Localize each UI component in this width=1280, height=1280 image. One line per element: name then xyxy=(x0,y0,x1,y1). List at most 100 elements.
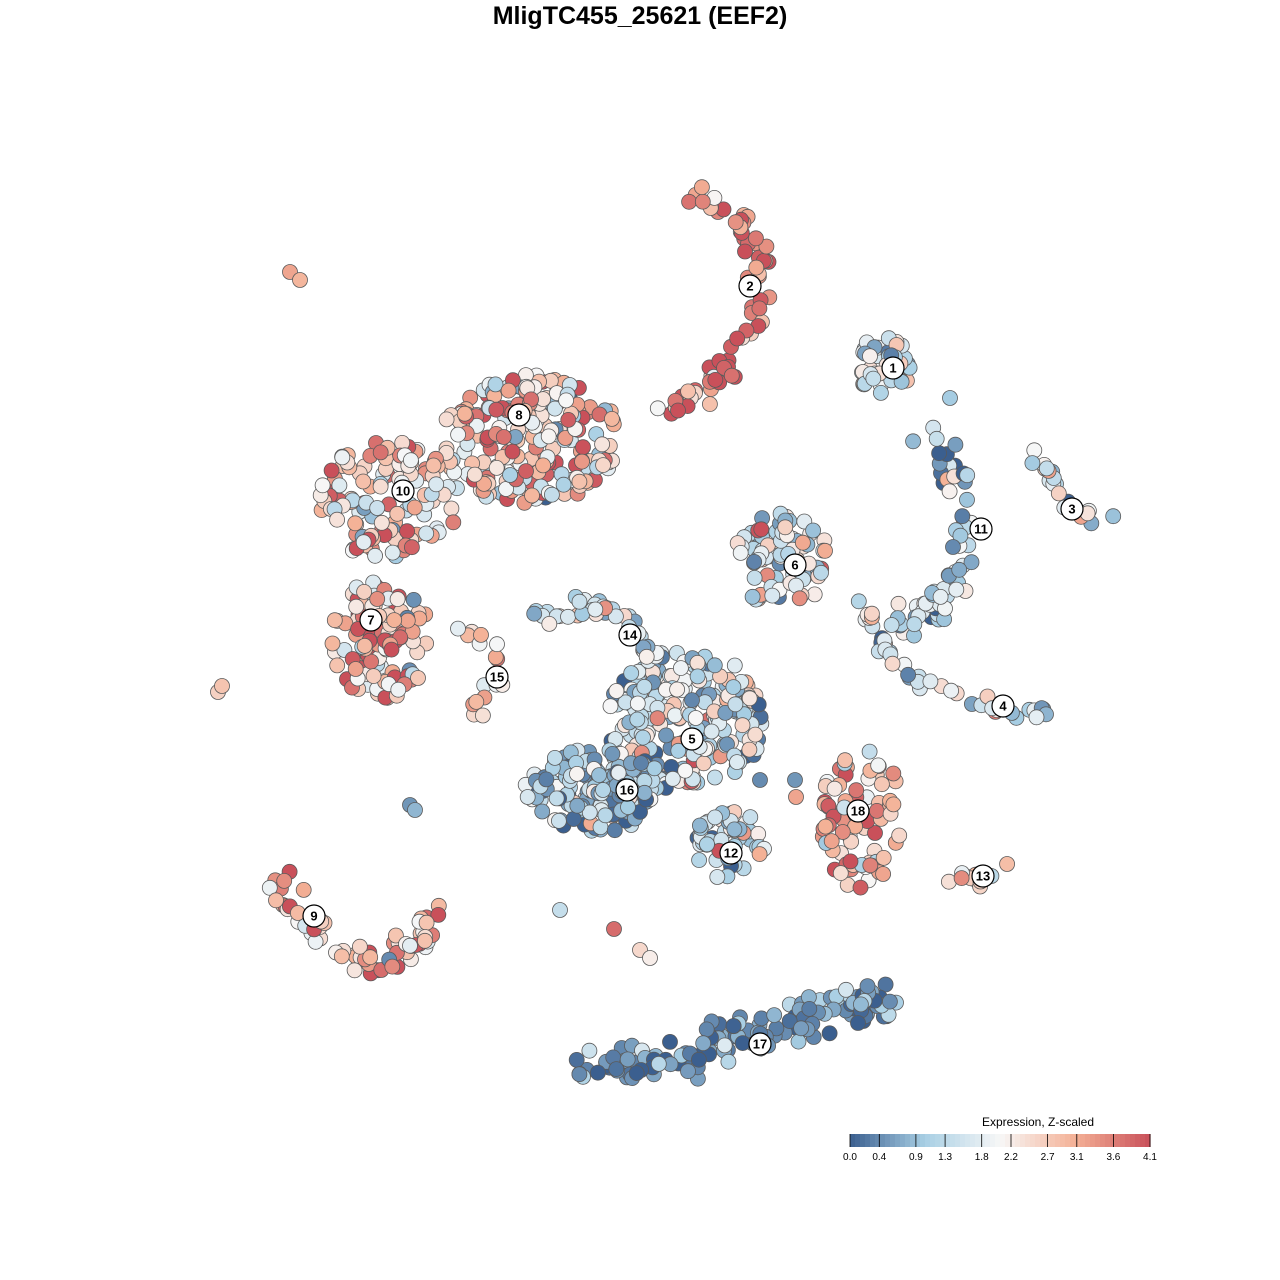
cell-point xyxy=(694,193,711,210)
cell-point xyxy=(720,1053,737,1070)
cell-point xyxy=(662,1034,678,1050)
cell-point xyxy=(862,857,879,874)
cell-point xyxy=(402,452,419,469)
cell-point xyxy=(744,588,761,605)
cell-point xyxy=(864,605,880,622)
cell-point xyxy=(706,657,723,674)
legend-tick-label: 0.0 xyxy=(843,1152,857,1163)
cell-point xyxy=(610,765,627,781)
legend-color-step xyxy=(1060,1134,1066,1147)
cell-point xyxy=(1050,485,1067,502)
cluster-label-1: 1 xyxy=(881,356,905,380)
cell-point xyxy=(702,396,718,413)
cell-point xyxy=(875,866,891,882)
legend-color-step xyxy=(890,1134,896,1147)
legend-color-step xyxy=(880,1134,886,1147)
legend-tick-label: 1.3 xyxy=(938,1152,952,1163)
cell-point xyxy=(568,1052,585,1068)
cluster-label-18: 18 xyxy=(846,799,870,823)
legend-color-step xyxy=(945,1134,951,1147)
cell-point xyxy=(664,770,681,787)
cell-point xyxy=(703,723,720,740)
cell-point xyxy=(410,670,426,686)
cell-point xyxy=(658,727,674,744)
cell-point xyxy=(691,852,707,868)
cell-point xyxy=(261,879,278,896)
legend-color-step xyxy=(1120,1134,1126,1147)
legend-color-step xyxy=(900,1134,906,1147)
cell-point xyxy=(723,367,740,384)
cell-point xyxy=(861,743,878,760)
cell-point xyxy=(963,554,980,571)
cell-point xyxy=(474,707,491,724)
legend-color-step xyxy=(1090,1134,1096,1147)
cell-point xyxy=(821,1025,838,1042)
cell-point xyxy=(716,1037,733,1054)
cell-point xyxy=(595,782,611,798)
cell-point xyxy=(734,1035,751,1051)
cell-point xyxy=(399,612,416,629)
cell-point xyxy=(906,616,923,633)
cluster-label-4: 4 xyxy=(991,694,1015,718)
cell-point xyxy=(751,300,768,317)
cluster-label-7: 7 xyxy=(359,608,383,632)
legend-title: Expression, Z-scaled xyxy=(982,1115,1094,1129)
cell-point xyxy=(805,522,821,539)
cell-point xyxy=(953,870,970,886)
cell-point xyxy=(801,1001,818,1017)
cell-point xyxy=(649,400,666,417)
cell-point xyxy=(557,430,574,446)
cluster-label-9: 9 xyxy=(302,904,326,928)
cell-point xyxy=(877,976,894,993)
cell-point xyxy=(852,879,869,896)
cell-point xyxy=(695,1035,712,1052)
svg-text:15: 15 xyxy=(490,670,504,685)
cell-point xyxy=(504,443,521,460)
cell-point xyxy=(1028,709,1045,726)
cell-point xyxy=(1038,460,1055,477)
cell-point xyxy=(365,668,382,684)
cell-point xyxy=(729,754,745,770)
cell-point xyxy=(862,348,878,365)
cell-point xyxy=(369,500,386,516)
cell-point xyxy=(695,755,712,772)
legend-color-step xyxy=(1070,1134,1076,1147)
svg-text:17: 17 xyxy=(753,1037,767,1052)
cell-point xyxy=(1024,455,1041,472)
cell-point xyxy=(355,473,372,490)
legend-color-step xyxy=(925,1134,931,1147)
legend-color-step xyxy=(860,1134,866,1147)
legend-color-step xyxy=(1020,1134,1026,1147)
cell-point xyxy=(677,762,694,779)
cell-point xyxy=(667,707,683,724)
cell-point xyxy=(649,710,666,727)
cell-point xyxy=(748,230,764,247)
cell-point xyxy=(560,608,576,625)
cell-point xyxy=(547,400,563,417)
legend-color-step xyxy=(1095,1134,1101,1147)
cell-point xyxy=(276,873,293,889)
legend-tick-label: 4.1 xyxy=(1143,1152,1157,1163)
cell-point xyxy=(900,666,916,683)
cell-point xyxy=(1105,508,1122,525)
cell-point xyxy=(951,561,968,578)
legend-color-step xyxy=(995,1134,1001,1147)
cell-point xyxy=(540,428,557,445)
cell-point xyxy=(823,833,840,849)
legend-color-step xyxy=(1035,1134,1041,1147)
cell-point xyxy=(383,641,400,658)
legend-color-step xyxy=(955,1134,961,1147)
legend-color-step xyxy=(885,1134,891,1147)
cell-point xyxy=(405,592,422,608)
legend-color-step xyxy=(970,1134,976,1147)
svg-text:9: 9 xyxy=(310,909,317,924)
cell-point xyxy=(999,856,1015,872)
cell-point xyxy=(324,635,341,652)
cell-point xyxy=(681,193,697,210)
cell-point xyxy=(883,617,900,633)
cell-point xyxy=(742,809,759,825)
legend-color-step xyxy=(1085,1134,1091,1147)
legend-color-step xyxy=(1075,1134,1081,1147)
cell-point xyxy=(450,620,466,637)
